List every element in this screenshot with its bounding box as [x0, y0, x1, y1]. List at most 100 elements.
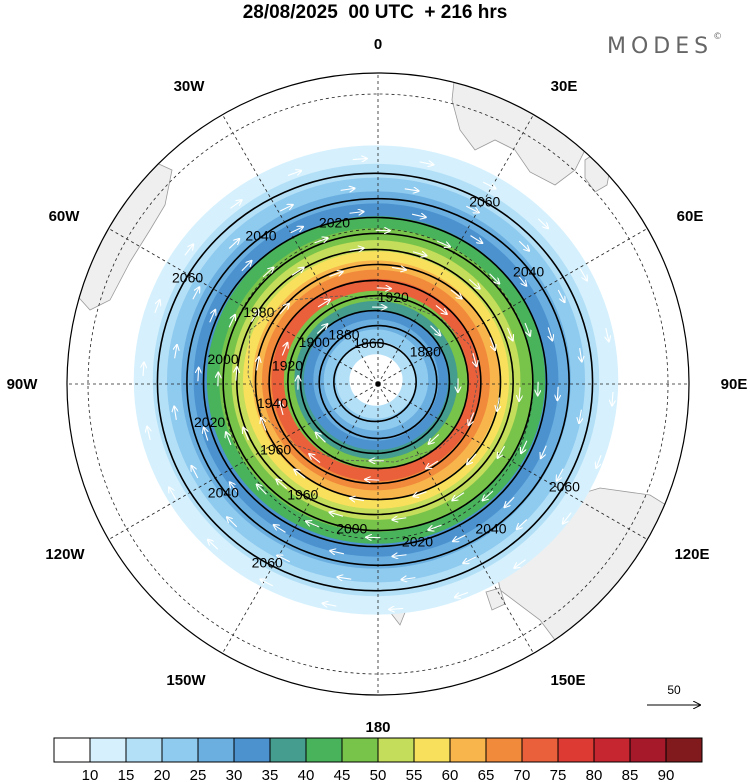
- wind-vector-arrow: [497, 397, 499, 411]
- wind-vector-arrow: [452, 492, 465, 501]
- meridian-line: [92, 218, 379, 385]
- contour-line-1980: [236, 248, 514, 516]
- colorbar-swatch: [665, 737, 703, 763]
- wind-vector-arrow: [389, 608, 404, 609]
- wind-vector-arrow: [467, 453, 477, 464]
- contour-label: 2060: [172, 270, 203, 286]
- lon-label-120e: 120E: [674, 546, 709, 563]
- wind-vector-arrow: [557, 289, 564, 302]
- wind-vector-arrow: [429, 434, 440, 443]
- lon-label-60e: 60E: [677, 208, 704, 225]
- colorbar-tick-label: 20: [154, 767, 171, 782]
- wind-vector-arrow: [175, 345, 177, 359]
- colorbar-tick-label: 45: [334, 767, 351, 782]
- wind-vector-arrow: [184, 245, 193, 256]
- contour-label: 2020: [194, 414, 225, 430]
- colorbar-swatch: [485, 737, 523, 763]
- wind-vector-arrow: [428, 524, 442, 530]
- contour-label: 1980: [243, 304, 274, 320]
- wind-vector-arrow: [291, 268, 304, 276]
- contour-label: 2040: [475, 520, 506, 536]
- contour-line-2000: [222, 232, 534, 532]
- wind-vector-arrow: [365, 479, 380, 480]
- wind-vector-arrow: [473, 352, 477, 366]
- contour-line-1940: [268, 279, 482, 485]
- colorbar-tick-label: 30: [226, 767, 243, 782]
- wind-vector-arrow: [579, 409, 581, 423]
- wind-vector-arrow: [514, 559, 526, 568]
- copyright-mark: ©: [713, 32, 723, 42]
- wind-vector-arrow: [404, 189, 419, 191]
- colorbar-swatch: [125, 737, 163, 763]
- wind-vector-arrow: [498, 445, 506, 458]
- reference-vector-label: 50: [667, 683, 681, 697]
- wind-vector-arrow: [208, 540, 219, 550]
- wind-vector-arrow: [169, 487, 177, 500]
- lon-label-150w: 150W: [166, 672, 206, 689]
- colorbar-tick-label: 85: [622, 767, 639, 782]
- colorbar-tick-label: 80: [586, 767, 603, 782]
- wind-vector-arrow: [463, 556, 477, 563]
- wind-vector-arrow: [230, 482, 239, 494]
- meridian-line: [377, 98, 544, 385]
- wind-vector-arrow: [524, 322, 530, 336]
- wind-vector-arrow: [426, 460, 439, 468]
- modes-logo: MODES©: [607, 32, 723, 59]
- wind-vector-arrow: [450, 289, 462, 299]
- wind-vector-arrow: [518, 240, 529, 251]
- wind-vector-arrow: [519, 387, 520, 400]
- wind-vector-arrow: [209, 310, 216, 323]
- wind-vector-arrow: [489, 337, 495, 350]
- contour-labels: 2060 2060 2060 2060 2040 2040 2040 2040 2020 2020…: [172, 193, 580, 570]
- meridian-line: [377, 218, 664, 385]
- wind-vector-arrow: [227, 517, 238, 528]
- contour-label: 1940: [257, 395, 288, 411]
- wind-vector-arrow: [230, 200, 241, 209]
- wind-vector-arrow: [154, 300, 160, 313]
- wind-vector-arrow: [548, 327, 552, 340]
- wind-vector-arrow: [349, 248, 364, 250]
- wind-vector-arrow: [226, 432, 232, 446]
- colorbar: 10 15 20 25 30 35 40 45 50 55 60 65 70 75 80 85 90: [53, 737, 703, 782]
- contour-label: 2040: [513, 264, 544, 280]
- colorbar-swatch: [197, 737, 235, 763]
- wind-vector-arrow: [455, 591, 469, 597]
- wind-vector-arrow: [505, 496, 515, 507]
- wind-vector-arrow: [309, 454, 321, 463]
- contour-line-2060: [156, 172, 594, 592]
- wind-vector-arrow: [430, 325, 441, 336]
- wind-vector-arrow: [147, 427, 150, 441]
- wind-vector-arrow: [257, 485, 267, 495]
- meridian-line: [212, 98, 379, 385]
- colorbar-tick-label: 15: [118, 767, 135, 782]
- reference-vector: 50: [647, 683, 700, 705]
- wind-vector-arrow: [279, 205, 293, 212]
- wind-vector-arrow: [287, 171, 301, 177]
- contour-label: 2020: [402, 534, 433, 550]
- brand-name: MODES: [607, 34, 714, 59]
- colorbar-swatch: [413, 737, 451, 763]
- wind-vector-arrow: [276, 479, 288, 490]
- wind-vector-arrow: [402, 578, 416, 580]
- wind-vector-arrow: [236, 367, 237, 381]
- chart-title: 28/08/2025 00 UTC + 216 hrs: [242, 2, 508, 23]
- contour-line-2040: [186, 197, 570, 567]
- colorbar-swatch: [377, 737, 415, 763]
- wind-vector-arrow: [557, 468, 564, 481]
- contour-label: 2060: [469, 193, 500, 209]
- colorbar-tick-label: 50: [370, 767, 387, 782]
- wind-vector-arrow: [316, 433, 326, 443]
- contour-label: 1880: [328, 327, 359, 343]
- wind-vector-arrow: [317, 300, 330, 308]
- wind-vector-arrow: [483, 490, 494, 500]
- wind-vector-arrow: [580, 348, 582, 361]
- wind-vector-arrow: [470, 235, 483, 243]
- lon-label-90e: 90E: [721, 376, 748, 393]
- wind-vector-arrow: [330, 551, 345, 554]
- contour-label: 1880: [410, 343, 441, 359]
- wind-vector-arrow: [541, 445, 547, 458]
- contour-line-1880: [318, 324, 438, 440]
- wind-vector-arrow: [337, 577, 352, 579]
- wind-vector-arrow: [204, 428, 208, 441]
